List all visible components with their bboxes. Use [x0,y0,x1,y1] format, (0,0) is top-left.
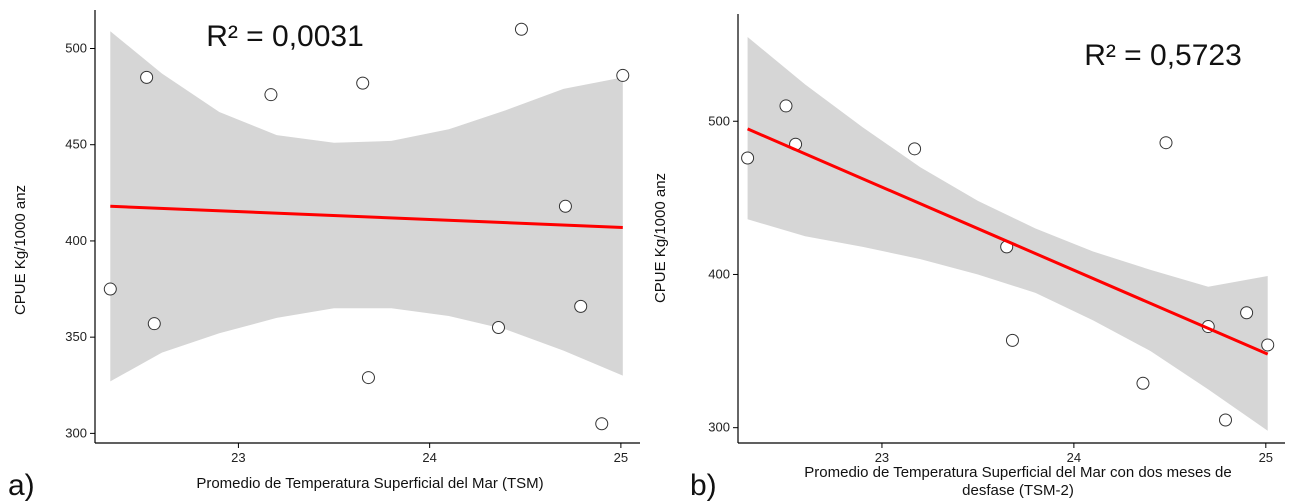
y-tick-label-a-3: 450 [65,137,87,152]
x-tick-label-a-0: 23 [231,450,245,465]
data-point-a-1 [140,70,154,84]
data-point-b-11 [1261,338,1275,352]
data-point-b-5 [1005,333,1019,347]
data-point-b-6 [1136,376,1150,390]
x-tick-label-a-2: 25 [614,450,628,465]
panel-label-b: b) [690,469,717,502]
x-ticks-a: 23 24 25 [231,443,628,465]
data-point-b-9 [1219,413,1233,427]
data-point-b-10 [1240,306,1254,320]
data-point-a-3 [264,88,278,102]
chart-panel-a: 23 24 25 300 350 400 450 500 R² = 0,0031 Prome… [8,10,640,502]
data-point-a-9 [574,299,588,313]
x-tick-label-a-1: 24 [422,450,436,465]
data-point-a-6 [491,321,505,335]
data-point-a-5 [361,371,375,385]
y-tick-label-b-1: 400 [708,266,730,281]
y-tick-label-a-1: 350 [65,329,87,344]
y-tick-label-a-4: 500 [65,40,87,55]
x-ticks-b: 23 24 25 [875,443,1273,465]
y-tick-label-a-0: 300 [65,425,87,440]
data-point-a-2 [147,317,161,331]
y-axis-label-a: CPUE Kg/1000 anz [12,185,29,315]
data-point-a-10 [595,417,609,431]
chart-panel-b: 23 24 25 300 400 500 R² = 0,5723 Promedio de… [652,14,1285,502]
data-point-a-11 [616,68,630,82]
x-tick-label-b-2: 25 [1259,450,1273,465]
confidence-band-b [747,37,1268,431]
panel-label-a: a) [8,469,35,502]
data-point-b-3 [908,142,922,156]
y-tick-label-b-0: 300 [708,420,730,435]
x-axis-label-b-line1: Promedio de Temperatura Superficial del … [804,464,1231,481]
x-tick-label-b-1: 24 [1067,450,1081,465]
fit-line-a [110,204,623,229]
x-axis-label-a: Promedio de Temperatura Superficial del … [196,475,543,492]
data-point-b-1 [779,99,793,113]
scatter-points-a [103,22,630,431]
r2-annotation-b: R² = 0,5723 [1084,39,1242,72]
y-axis-label-b: CPUE Kg/1000 anz [652,173,669,303]
data-point-a-4 [356,76,370,90]
confidence-band-a [110,31,623,382]
data-point-a-0 [103,282,117,296]
data-point-a-8 [558,199,572,213]
x-tick-label-b-0: 23 [875,450,889,465]
data-point-b-7 [1159,136,1173,150]
y-ticks-b: 300 400 500 [708,113,738,435]
data-point-b-0 [741,151,755,165]
x-axis-label-b-line2: desfase (TSM-2) [962,482,1074,499]
y-tick-label-b-2: 500 [708,113,730,128]
y-ticks-a: 300 350 400 450 500 [65,40,95,440]
r2-annotation-a: R² = 0,0031 [206,20,364,53]
y-tick-label-a-2: 400 [65,233,87,248]
data-point-a-7 [514,22,528,36]
fit-line-b [747,127,1269,356]
